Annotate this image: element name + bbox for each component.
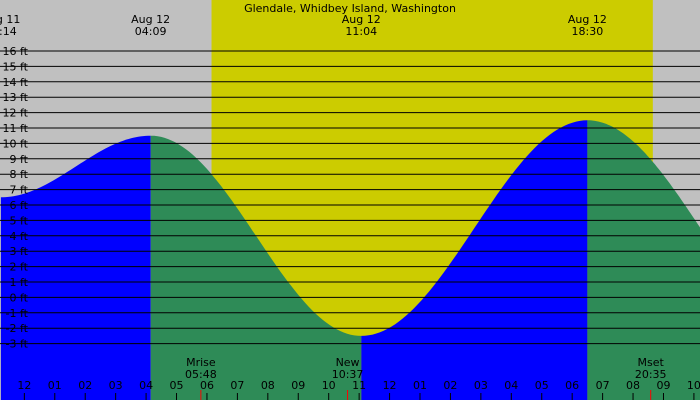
y-tick-label: 8 ft [10, 168, 29, 181]
tide-extreme-date: Aug 12 [568, 13, 607, 26]
y-tick-label: 12 ft [3, 107, 29, 120]
x-tick-label: 06 [565, 379, 579, 392]
tide-extreme-time: 23:14 [0, 25, 17, 38]
x-tick-label: 04 [139, 379, 153, 392]
y-tick-label: 6 ft [10, 199, 29, 212]
x-tick-label: 01 [413, 379, 427, 392]
y-tick-label: 1 ft [10, 276, 29, 289]
tide-extreme-date: Aug 11 [0, 13, 20, 26]
x-tick-label: 09 [656, 379, 670, 392]
x-tick-label: 02 [443, 379, 457, 392]
x-tick-label: 11 [352, 379, 366, 392]
x-tick-label-layer: 11 12 01 02 03 04 05 06 07 08 09 10 11 12 01 02 03 04 05 06… [0, 379, 700, 400]
tide-extreme-time: 11:04 [345, 25, 377, 38]
tide-area-layer [0, 120, 700, 400]
y-tick-label: 10 ft [3, 137, 29, 150]
moon-event-label: New [336, 356, 360, 369]
y-tick-label-layer: 16 ft 15 ft 14 ft 13 ft 12 ft 11 ft 10 ft 9 ft 8… [3, 45, 29, 351]
x-tick-label: 03 [474, 379, 488, 392]
moon-event-time: 10:37 [332, 368, 364, 381]
y-tick-label: 11 ft [3, 122, 29, 135]
x-tick-label: 03 [109, 379, 123, 392]
x-tick-label: 01 [48, 379, 62, 392]
y-tick-label: 0 ft [10, 291, 29, 304]
moon-event-label: Mrise [186, 356, 216, 369]
x-tick-label: 10 [322, 379, 336, 392]
y-tick-label: 4 ft [10, 230, 29, 243]
x-tick-label: 02 [78, 379, 92, 392]
y-tick-label: 9 ft [10, 153, 29, 166]
tide-extreme-time: 18:30 [572, 25, 604, 38]
x-tick-label: 09 [291, 379, 305, 392]
x-tick-label: 12 [17, 379, 31, 392]
x-tick-label: 07 [230, 379, 244, 392]
x-tick-label: 08 [626, 379, 640, 392]
y-tick-label: 3 ft [10, 245, 29, 258]
y-tick-label: -1 ft [6, 307, 29, 320]
tide-extreme-date: Aug 12 [342, 13, 381, 26]
chart-title: Glendale, Whidbey Island, Washington [244, 2, 456, 15]
y-tick-label: 15 ft [3, 60, 29, 73]
y-tick-label: 5 ft [10, 214, 29, 227]
y-tick-label: 7 ft [10, 184, 29, 197]
y-tick-label: -2 ft [6, 322, 29, 335]
tide-extreme-time: 04:09 [135, 25, 167, 38]
x-tick-label: 05 [170, 379, 184, 392]
y-tick-label: 14 ft [3, 76, 29, 89]
x-tick-label: 11 [0, 379, 1, 392]
y-tick-label: -3 ft [6, 338, 29, 351]
y-tick-label: 16 ft [3, 45, 29, 58]
x-tick-label: 04 [504, 379, 518, 392]
falling-tide-area [587, 120, 700, 400]
x-tick-label: 08 [261, 379, 275, 392]
y-tick-label: 2 ft [10, 261, 29, 274]
falling-tide-area [150, 135, 362, 400]
y-tick-label: 13 ft [3, 91, 29, 104]
moon-event-time: 20:35 [635, 368, 667, 381]
x-tick-label: 06 [200, 379, 214, 392]
rising-tide-area [361, 120, 588, 400]
x-tick-label: 12 [383, 379, 397, 392]
x-tick-label: 10 [687, 379, 700, 392]
tide-extreme-date: Aug 12 [131, 13, 170, 26]
gridline-layer [0, 50, 700, 345]
moon-event-time: 05:48 [185, 368, 217, 381]
rising-tide-area [0, 135, 151, 400]
x-tick-label: 05 [535, 379, 549, 392]
moon-event-label: Mset [638, 356, 665, 369]
x-tick-label: 07 [596, 379, 610, 392]
